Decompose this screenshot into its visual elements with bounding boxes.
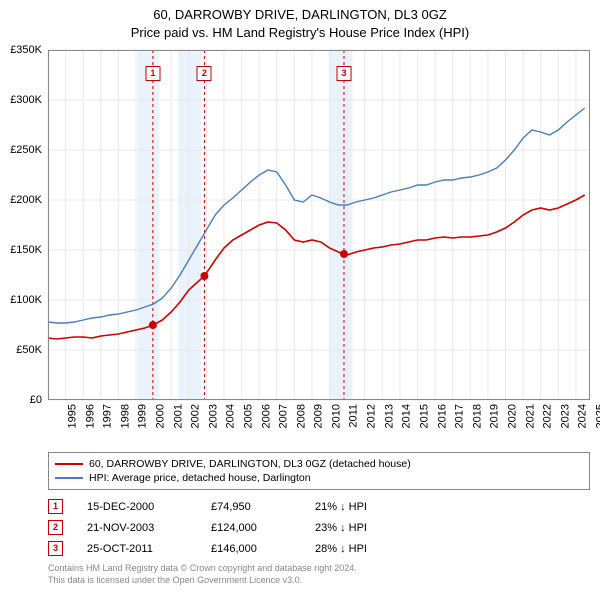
y-tick-label: £350K — [10, 44, 42, 56]
x-tick-label: 2022 — [542, 404, 554, 428]
x-tick-label: 2013 — [383, 404, 395, 428]
sale-row: 3 25-OCT-2011 £146,000 28% ↓ HPI — [48, 538, 590, 559]
legend-row: 60, DARROWBY DRIVE, DARLINGTON, DL3 0GZ … — [55, 457, 583, 471]
x-tick-label: 2004 — [225, 404, 237, 428]
x-tick-label: 2016 — [436, 404, 448, 428]
y-tick-label: £100K — [10, 294, 42, 306]
x-tick-label: 1995 — [66, 404, 78, 428]
sale-marker-on-chart: 2 — [197, 66, 212, 81]
x-tick-label: 1998 — [119, 404, 131, 428]
x-tick-label: 2018 — [471, 404, 483, 428]
sale-diff: 21% ↓ HPI — [315, 501, 405, 513]
x-tick-label: 2005 — [242, 404, 254, 428]
x-tick-label: 2020 — [506, 404, 518, 428]
legend-row: HPI: Average price, detached house, Darl… — [55, 471, 583, 485]
y-tick-label: £300K — [10, 94, 42, 106]
x-tick-label: 2019 — [489, 404, 501, 428]
x-tick-label: 2009 — [313, 404, 325, 428]
sale-row: 1 15-DEC-2000 £74,950 21% ↓ HPI — [48, 496, 590, 517]
x-tick-label: 2021 — [524, 404, 536, 428]
title-block: 60, DARROWBY DRIVE, DARLINGTON, DL3 0GZ … — [0, 0, 600, 42]
sale-diff: 28% ↓ HPI — [315, 543, 405, 555]
x-tick-label: 2015 — [418, 404, 430, 428]
legend-swatch — [55, 463, 83, 465]
sale-date: 15-DEC-2000 — [87, 501, 187, 513]
x-tick-label: 2002 — [190, 404, 202, 428]
x-tick-label: 2014 — [401, 404, 413, 428]
x-tick-label: 2017 — [454, 404, 466, 428]
x-tick-label: 2025 — [594, 404, 600, 428]
y-tick-label: £150K — [10, 244, 42, 256]
x-tick-label: 2010 — [330, 404, 342, 428]
sale-marker-on-chart: 3 — [336, 66, 351, 81]
footer: Contains HM Land Registry data © Crown c… — [48, 563, 590, 586]
y-tick-label: £0 — [30, 394, 42, 406]
sale-diff: 23% ↓ HPI — [315, 522, 405, 534]
sale-price: £74,950 — [211, 501, 291, 513]
legend-swatch — [55, 477, 83, 479]
sale-marker: 2 — [48, 520, 63, 535]
title-line-2: Price paid vs. HM Land Registry's House … — [0, 24, 600, 42]
x-tick-label: 2012 — [366, 404, 378, 428]
x-tick-label: 2006 — [260, 404, 272, 428]
x-tick-label: 2007 — [278, 404, 290, 428]
legend: 60, DARROWBY DRIVE, DARLINGTON, DL3 0GZ … — [48, 452, 590, 490]
legend-label: 60, DARROWBY DRIVE, DARLINGTON, DL3 0GZ … — [89, 458, 411, 470]
sales-table: 1 15-DEC-2000 £74,950 21% ↓ HPI 2 21-NOV-2003… — [48, 496, 590, 559]
x-tick-label: 2003 — [207, 404, 219, 428]
x-tick-label: 2011 — [347, 404, 359, 428]
sale-date: 25-OCT-2011 — [87, 543, 187, 555]
x-tick-label: 2024 — [577, 404, 589, 428]
x-tick-label: 2023 — [559, 404, 571, 428]
plot-area: £0£50K£100K£150K£200K£250K£300K£350K1995… — [48, 50, 590, 400]
chart-container: 60, DARROWBY DRIVE, DARLINGTON, DL3 0GZ … — [0, 0, 600, 587]
sale-price: £124,000 — [211, 522, 291, 534]
y-tick-label: £50K — [16, 344, 42, 356]
x-tick-label: 2001 — [172, 404, 184, 428]
legend-label: HPI: Average price, detached house, Darl… — [89, 472, 311, 484]
footer-line-1: Contains HM Land Registry data © Crown c… — [48, 563, 590, 575]
sale-date: 21-NOV-2003 — [87, 522, 187, 534]
sale-marker: 1 — [48, 499, 63, 514]
sale-marker-on-chart: 1 — [145, 66, 160, 81]
y-tick-label: £200K — [10, 194, 42, 206]
y-tick-label: £250K — [10, 144, 42, 156]
title-line-1: 60, DARROWBY DRIVE, DARLINGTON, DL3 0GZ — [0, 6, 600, 24]
x-tick-label: 1996 — [84, 404, 96, 428]
x-tick-label: 2000 — [154, 404, 166, 428]
x-tick-label: 1997 — [102, 404, 114, 428]
sale-row: 2 21-NOV-2003 £124,000 23% ↓ HPI — [48, 517, 590, 538]
sale-marker: 3 — [48, 541, 63, 556]
footer-line-2: This data is licensed under the Open Gov… — [48, 575, 590, 587]
sale-price: £146,000 — [211, 543, 291, 555]
plot-svg — [48, 50, 590, 400]
x-tick-label: 1999 — [137, 404, 149, 428]
x-tick-label: 2008 — [295, 404, 307, 428]
